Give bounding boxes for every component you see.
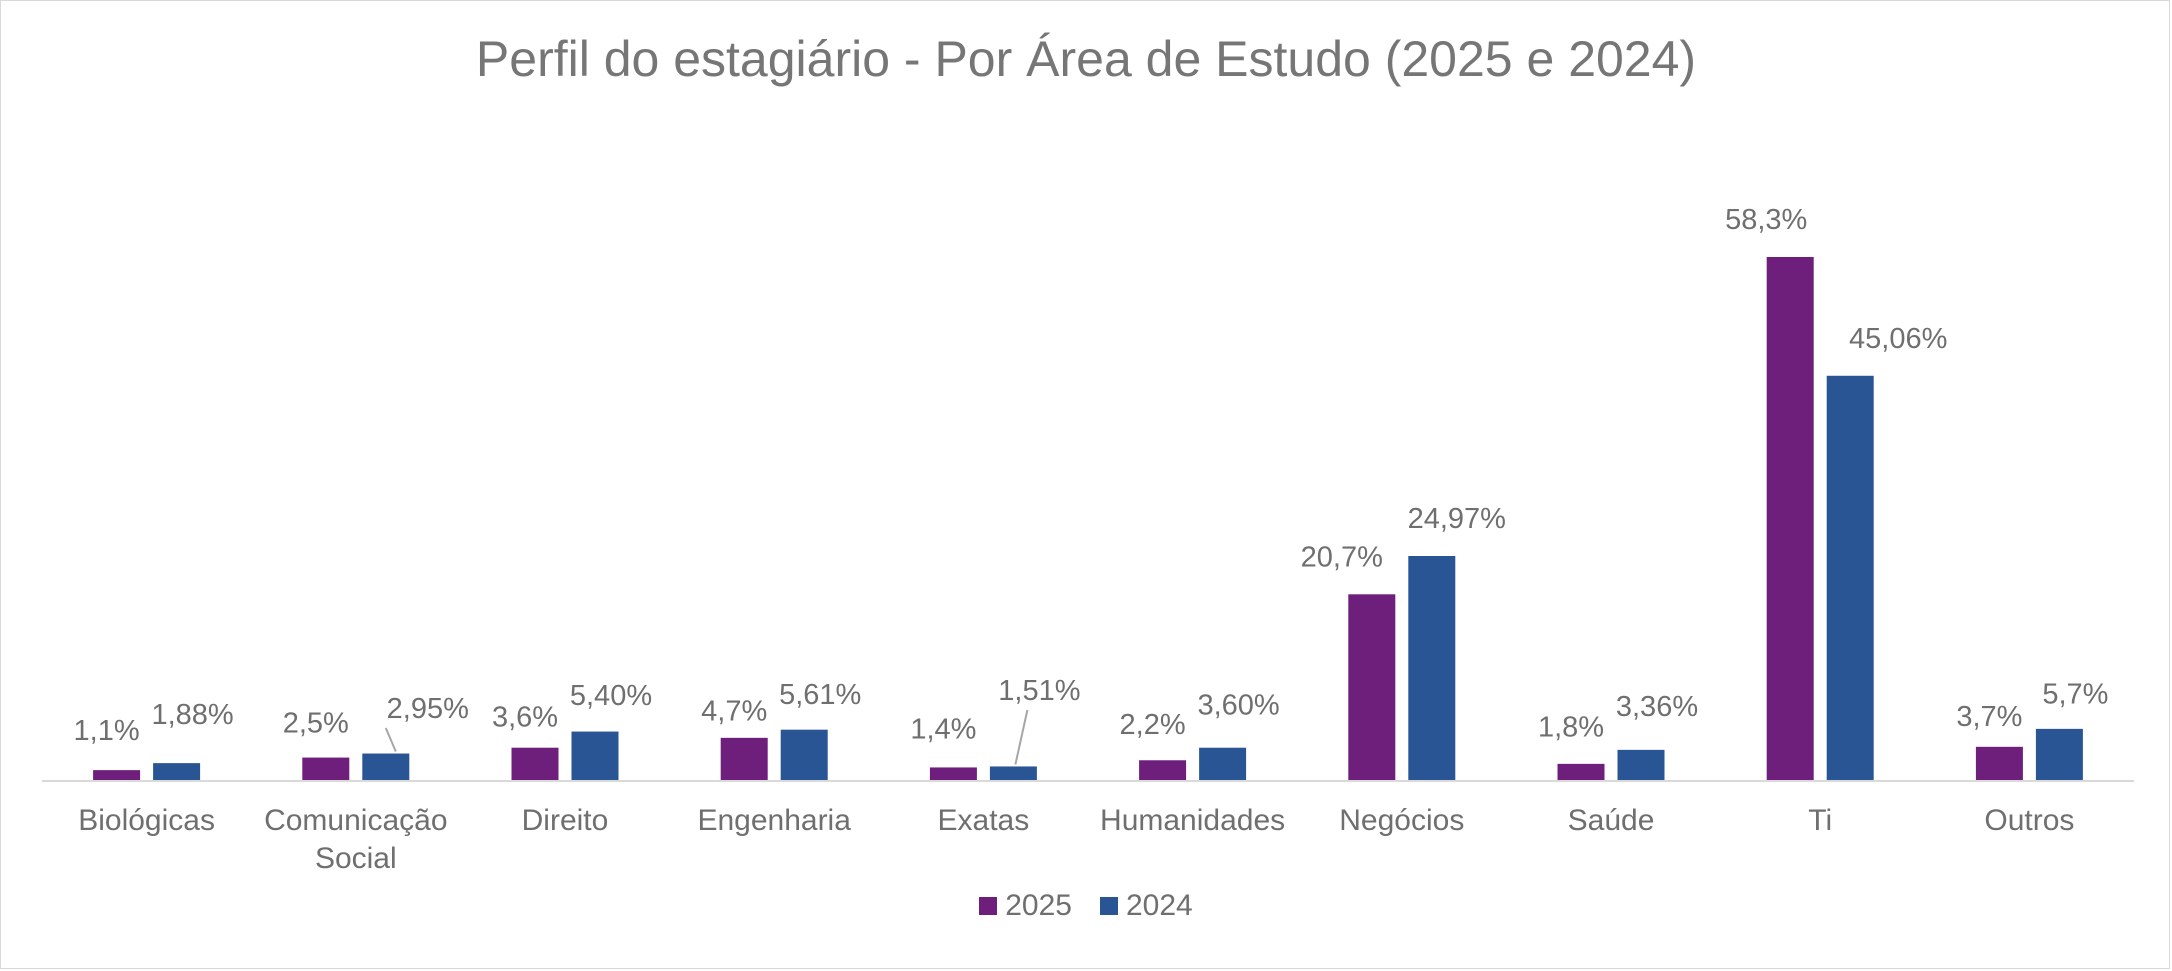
legend: 2025 2024 bbox=[0, 889, 2172, 923]
bar-2024-negocios bbox=[1408, 555, 1456, 780]
chart-title: Perfil do estagiário - Por Área de Estud… bbox=[475, 31, 1697, 87]
bar-2025-comunicacao-social bbox=[302, 757, 350, 780]
data-label-2024-biologicas: 1,88% bbox=[151, 699, 233, 731]
x-tick-label-line: Exatas bbox=[938, 804, 1030, 837]
bar-2025-outros bbox=[1975, 746, 2023, 780]
data-label-2025-ti: 58,3% bbox=[1725, 204, 1807, 236]
bar-2024-biologicas bbox=[153, 763, 201, 780]
x-tick-label-exatas: Exatas bbox=[938, 804, 1030, 837]
x-tick-label-line: Ti bbox=[1808, 804, 1832, 837]
data-label-2025-engenharia: 4,7% bbox=[701, 696, 767, 728]
data-label-2025-exatas: 1,4% bbox=[910, 713, 976, 745]
bar-2025-direito bbox=[511, 747, 559, 780]
x-tick-label-line: Outros bbox=[1984, 804, 2074, 837]
legend-label-2025: 2025 bbox=[1005, 889, 1072, 922]
x-tick-label-line: Social bbox=[315, 842, 397, 875]
data-label-2025-comunicacao-social: 2,5% bbox=[283, 708, 349, 740]
data-label-2024-outros: 5,7% bbox=[2042, 678, 2108, 710]
bar-2025-ti bbox=[1766, 257, 1814, 780]
leader-line-2024-comunicacao-social bbox=[384, 727, 397, 752]
x-tick-label-ti: Ti bbox=[1808, 804, 1832, 837]
bar-2024-exatas bbox=[989, 766, 1037, 780]
x-tick-label-direito: Direito bbox=[522, 804, 609, 837]
bar-2024-engenharia bbox=[780, 729, 828, 780]
data-label-2024-negocios: 24,97% bbox=[1408, 503, 1506, 535]
x-tick-label-negocios: Negócios bbox=[1339, 804, 1464, 837]
bars-layer bbox=[93, 257, 2083, 780]
data-label-2025-direito: 3,6% bbox=[492, 702, 558, 734]
x-tick-label-line: Engenharia bbox=[697, 804, 851, 837]
data-label-2024-exatas: 1,51% bbox=[998, 675, 1080, 707]
x-tick-label-line: Humanidades bbox=[1100, 804, 1285, 837]
x-tick-label-line: Saúde bbox=[1568, 804, 1655, 837]
data-label-2025-outros: 3,7% bbox=[1956, 701, 2022, 733]
data-label-2024-saude: 3,36% bbox=[1616, 691, 1698, 723]
data-label-2024-engenharia: 5,61% bbox=[779, 679, 861, 711]
legend-item-2024: 2024 bbox=[1100, 889, 1193, 923]
bar-2025-engenharia bbox=[720, 737, 768, 780]
data-labels-layer: 1,1% 1,88% 2,5% 2,95% 3,6% 5,40% 4,7% 5,61% 1,4%… bbox=[74, 204, 2109, 747]
bar-2024-comunicacao-social bbox=[362, 753, 410, 780]
legend-item-2025: 2025 bbox=[979, 889, 1072, 923]
leader-lines-layer bbox=[384, 709, 1029, 765]
x-tick-label-engenharia: Engenharia bbox=[697, 804, 851, 837]
x-tick-label-biologicas: Biológicas bbox=[78, 804, 215, 837]
bar-2025-humanidades bbox=[1139, 760, 1187, 780]
bar-2025-exatas bbox=[929, 767, 977, 780]
legend-label-2024: 2024 bbox=[1126, 889, 1193, 922]
bar-2024-humanidades bbox=[1199, 747, 1247, 780]
x-tick-label-line: Comunicação bbox=[264, 804, 447, 837]
data-label-2025-negocios: 20,7% bbox=[1301, 541, 1383, 573]
x-tick-label-line: Direito bbox=[522, 804, 609, 837]
data-label-2025-saude: 1,8% bbox=[1538, 711, 1604, 743]
bar-2024-ti bbox=[1826, 375, 1874, 780]
x-tick-label-saude: Saúde bbox=[1568, 804, 1655, 837]
data-label-2024-ti: 45,06% bbox=[1849, 323, 1947, 355]
leader-line-2024-exatas bbox=[1014, 709, 1029, 765]
x-tick-label-comunicacao-social: Comunicação Social bbox=[264, 804, 447, 875]
bar-2024-direito bbox=[571, 731, 619, 780]
bar-2025-biologicas bbox=[93, 770, 141, 780]
x-tick-label-humanidades: Humanidades bbox=[1100, 804, 1285, 837]
data-label-2024-direito: 5,40% bbox=[570, 680, 652, 712]
bar-2024-outros bbox=[2035, 728, 2083, 780]
data-label-2024-comunicacao-social: 2,95% bbox=[387, 693, 469, 725]
data-label-2025-biologicas: 1,1% bbox=[74, 715, 140, 747]
x-tick-label-line: Biológicas bbox=[78, 804, 215, 837]
bar-2025-negocios bbox=[1348, 594, 1396, 780]
data-label-2024-humanidades: 3,60% bbox=[1197, 690, 1279, 722]
bar-2025-saude bbox=[1557, 763, 1605, 780]
x-tick-labels-layer: Biológicas Comunicação Social Direito Engenh… bbox=[78, 804, 2074, 875]
x-tick-label-outros: Outros bbox=[1984, 804, 2074, 837]
x-tick-label-line: Negócios bbox=[1339, 804, 1464, 837]
legend-swatch-2025 bbox=[979, 897, 998, 915]
bar-2024-saude bbox=[1617, 749, 1665, 780]
data-label-2025-humanidades: 2,2% bbox=[1120, 709, 1186, 741]
legend-swatch-2024 bbox=[1100, 897, 1118, 915]
